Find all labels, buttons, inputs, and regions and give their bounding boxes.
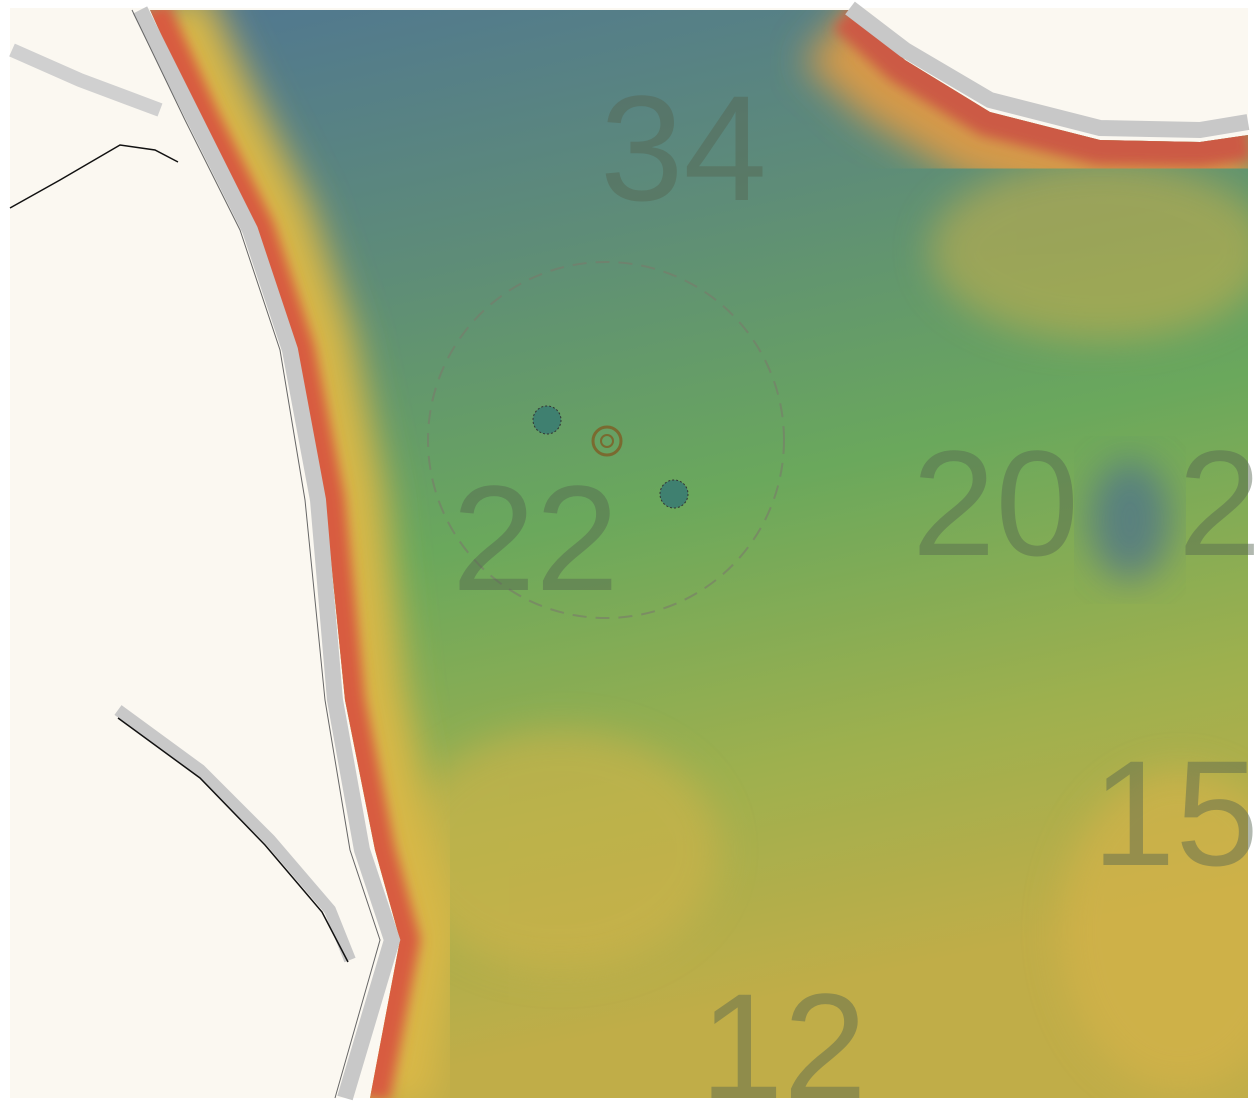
depth-label: 12: [700, 962, 867, 1103]
map: 34 22 20 2 15 12: [0, 0, 1254, 1103]
page: 34222021512 (() => { const data = JSON.p…: [0, 0, 1254, 1103]
marker: [660, 480, 688, 508]
depth-label: 20: [912, 419, 1079, 587]
marker: [533, 406, 561, 434]
depth-label: 34: [600, 64, 767, 232]
depth-label: 2: [1178, 419, 1254, 587]
depth-label: 15: [1092, 729, 1254, 897]
depth-label: 22: [452, 454, 619, 622]
